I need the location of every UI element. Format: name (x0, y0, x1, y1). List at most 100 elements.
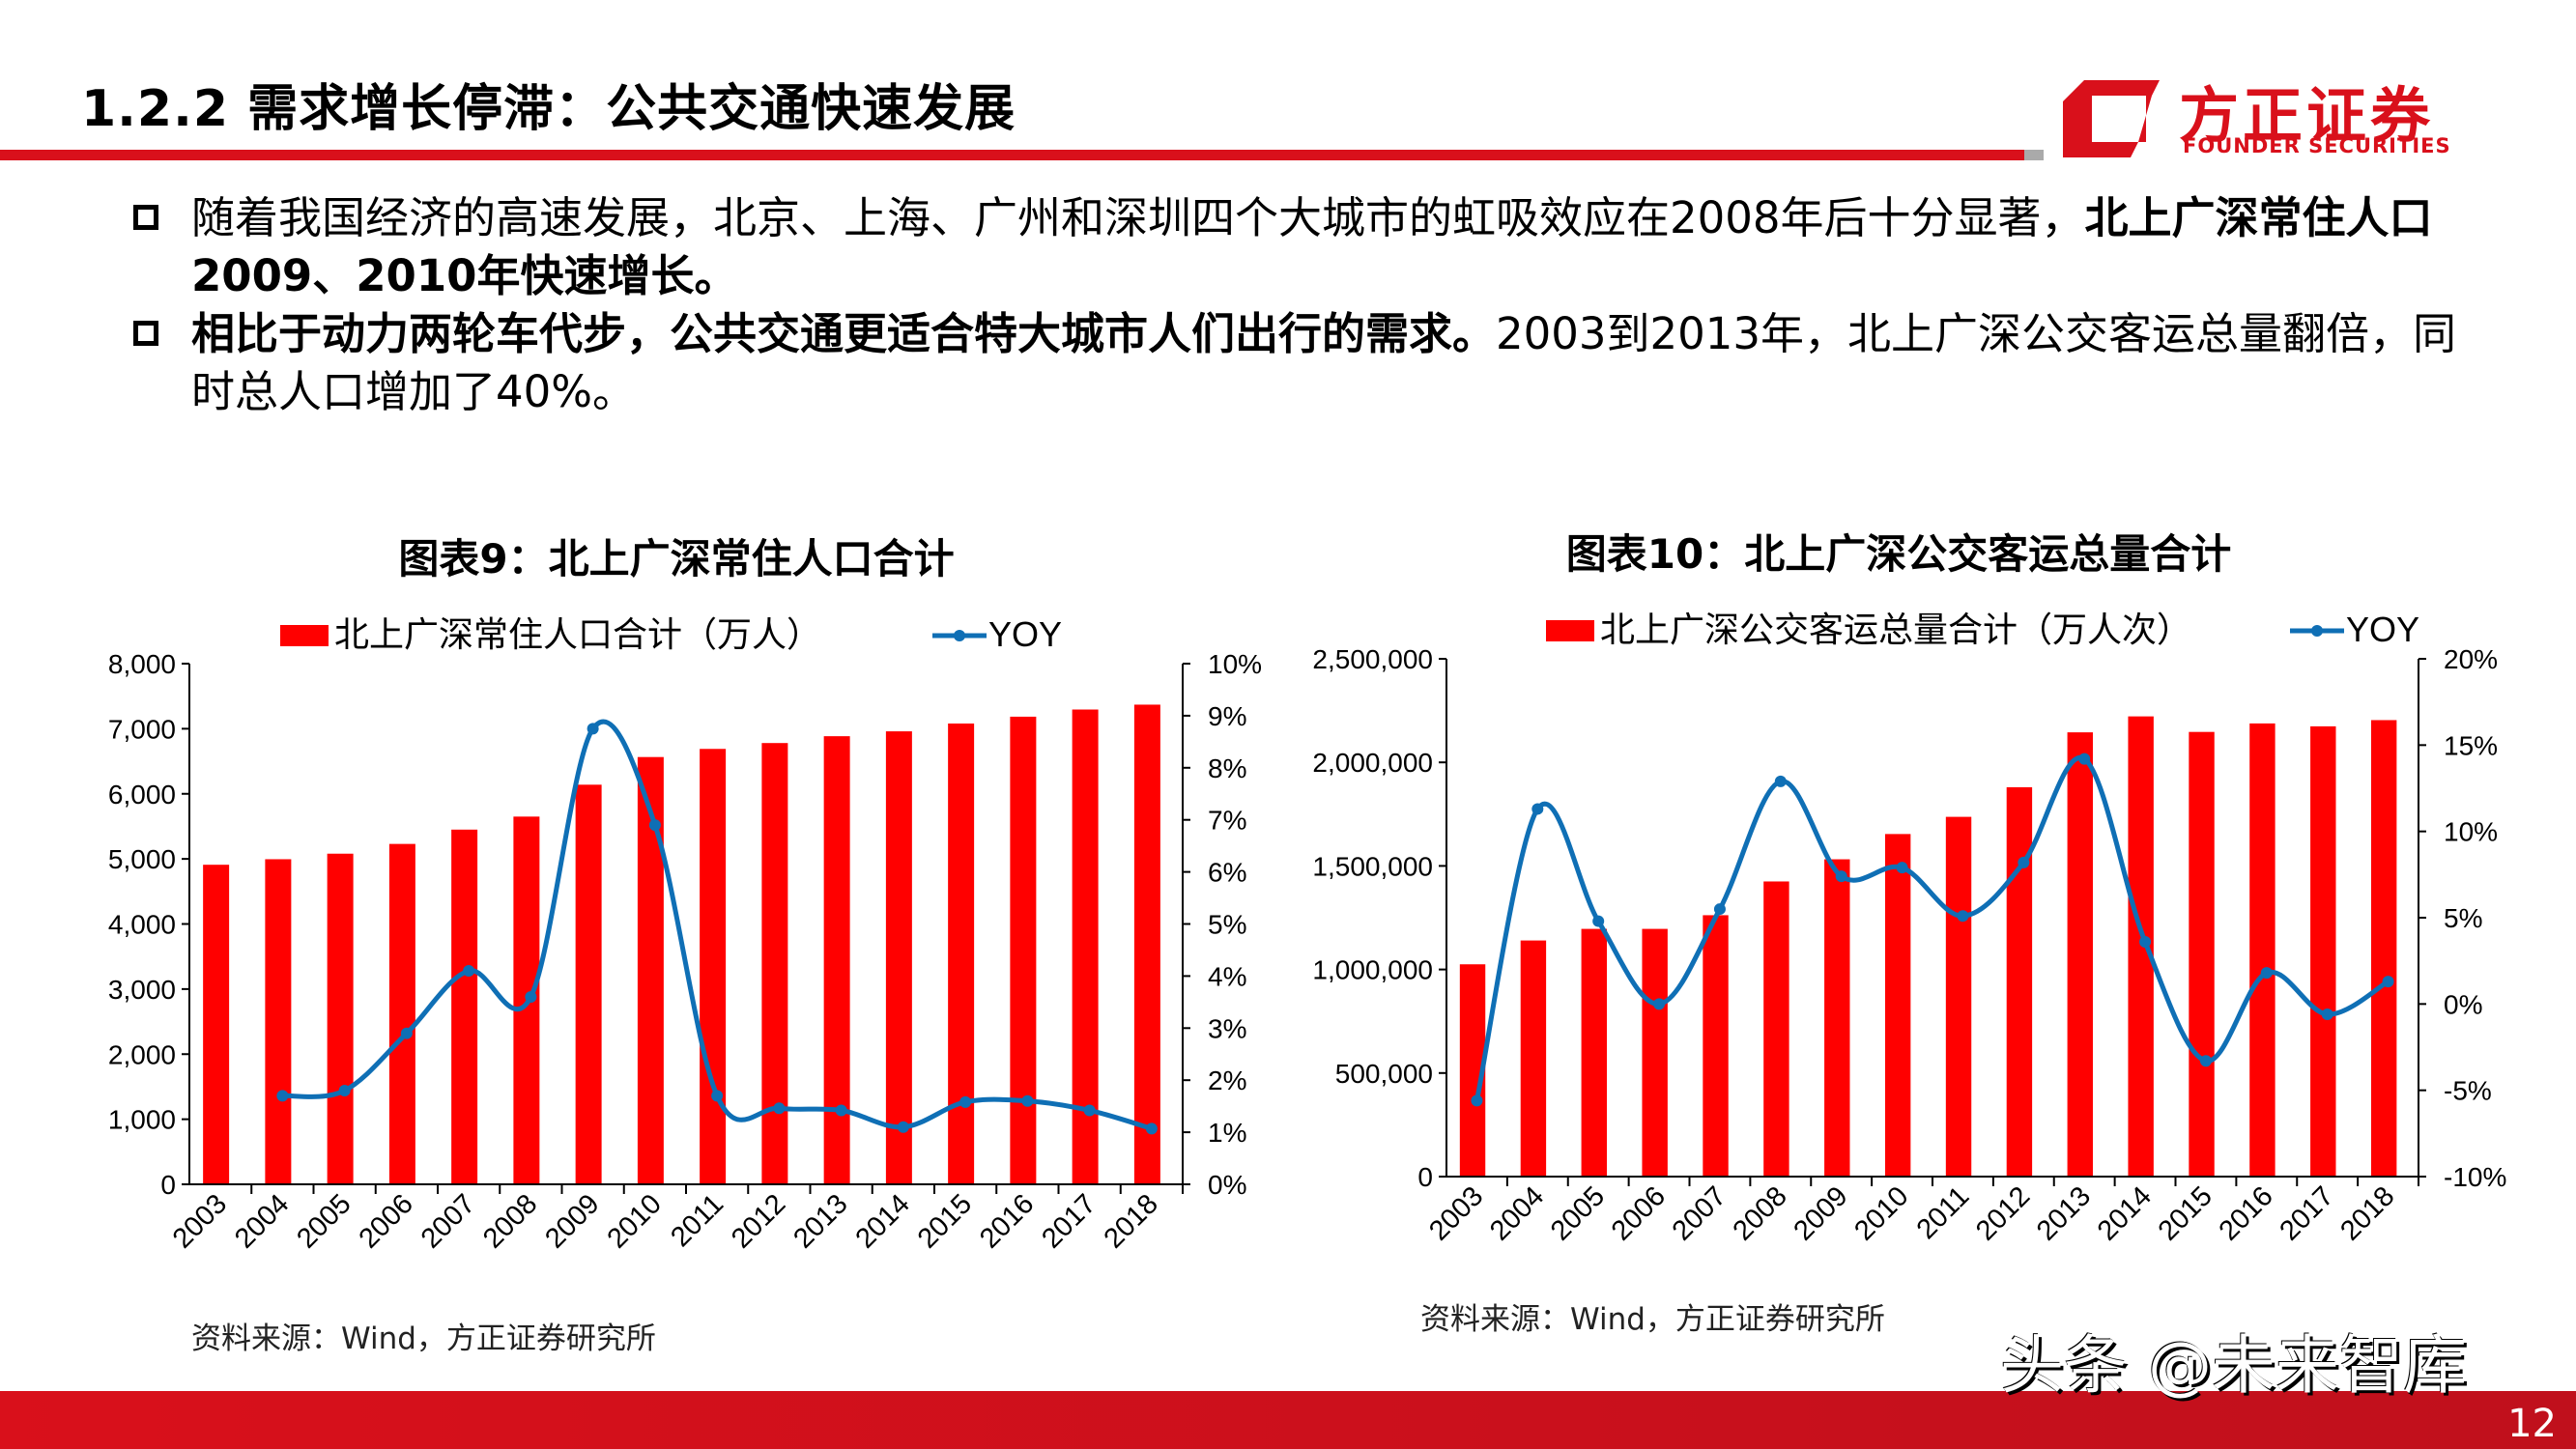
yoy-point (2260, 967, 2273, 980)
yoy-point (1471, 1094, 1483, 1107)
y-tick-label: 7,000 (108, 714, 176, 744)
yoy-point (2199, 1055, 2212, 1067)
x-tick-label: 2015 (2153, 1180, 2218, 1246)
x-tick-label: 2003 (1423, 1180, 1489, 1246)
x-tick-label: 2010 (1848, 1180, 1914, 1246)
watermark: 头条 @未来智库 (2000, 1328, 2467, 1403)
bar-2017 (2310, 725, 2336, 1177)
bar-2012 (761, 743, 788, 1184)
bar-2016 (1010, 716, 1037, 1184)
x-tick-label: 2012 (1970, 1180, 2036, 1246)
yoy-point (1083, 1104, 1096, 1117)
x-tick-label: 2018 (1099, 1188, 1164, 1254)
x-tick-label: 2015 (912, 1188, 978, 1254)
y2-tick-label: 8% (1208, 753, 1246, 783)
header-divider (0, 150, 2024, 160)
yoy-point (2382, 976, 2394, 988)
page-number: 12 (2507, 1402, 2557, 1446)
logo-mark-icon (2063, 80, 2160, 157)
chart-1: 0 1,000 2,000 3,000 4,000 5,000 6,000 7,000 8,00… (108, 614, 1262, 1255)
x-tick-label: 2013 (787, 1188, 853, 1254)
founder-securities-logo: 方正证券 FOUNDER SECURITIES (2063, 72, 2488, 161)
bar-2003 (203, 865, 230, 1184)
x-tick-label: 2005 (1545, 1180, 1611, 1246)
y-tick-label: 1,000,000 (1312, 955, 1433, 985)
y-tick-label: 500,000 (1335, 1059, 1433, 1089)
y-tick-label: 8,000 (108, 649, 176, 679)
chart-2-source: 资料来源：Wind，方正证券研究所 (1420, 1302, 1885, 1337)
x-tick-label: 2006 (354, 1188, 419, 1254)
yoy-point (1896, 862, 1908, 874)
bar-2014 (885, 731, 912, 1184)
yoy-point (1957, 910, 1969, 923)
y-tick-label: 0 (160, 1170, 176, 1200)
x-tick-label: 2016 (974, 1188, 1040, 1254)
x-tick-label: 2007 (415, 1188, 481, 1254)
bar-2011 (1945, 816, 1972, 1177)
bar-2013 (823, 736, 850, 1184)
x-tick-label: 2014 (2092, 1180, 2158, 1246)
bar-2010 (1884, 834, 1911, 1177)
yoy-point (897, 1121, 909, 1133)
y-tick-label: 1,000 (108, 1105, 176, 1135)
square-bullet-icon (133, 321, 158, 346)
x-tick-label: 2016 (2214, 1180, 2279, 1246)
x-tick-label: 2012 (726, 1188, 791, 1254)
bullet-2-text: 2003到2013年，北上广深公交客运总量翻倍，同时总人口增加了40%。 (191, 308, 2457, 417)
chart-2: 0 500,000 1,000,000 1,500,000 2,000,000 2,500… (1312, 610, 2506, 1247)
bar-2004 (1520, 940, 1547, 1177)
y2-tick-label: 0% (2444, 989, 2482, 1019)
y2-tick-label: -5% (2444, 1076, 2492, 1106)
x-tick-label: 2011 (665, 1188, 730, 1253)
bullet-2-bold: 相比于动力两轮车代步，公共交通更适合特大城市人们出行的需求。 (191, 308, 1497, 359)
bar-2007 (451, 829, 478, 1184)
yoy-point (463, 965, 475, 978)
y2-tick-label: 5% (2444, 903, 2482, 933)
yoy-point (338, 1084, 351, 1096)
x-tick-label: 2017 (2274, 1180, 2339, 1246)
bullet-1-text: 随着我国经济的高速发展，北京、上海、广州和深圳四个大城市的虹吸效应在2008年后… (191, 192, 2085, 243)
bar-2010 (637, 756, 664, 1184)
yoy-point (1774, 775, 1787, 787)
yoy-point (1713, 903, 1726, 916)
bullet-list: 随着我国经济的高速发展，北京、上海、广州和深圳四个大城市的虹吸效应在2008年后… (133, 189, 2472, 421)
bar-2005 (1581, 928, 1607, 1177)
legend-bar-label: 北上广深常住人口合计（万人） (334, 614, 821, 654)
bar-2012 (2006, 786, 2033, 1177)
y2-tick-label: 1% (1208, 1118, 1246, 1148)
logo-text-en: FOUNDER SECURITIES (2183, 134, 2451, 157)
yoy-point (587, 723, 599, 735)
y-tick-label: 2,500,000 (1312, 644, 1433, 674)
legend-bar-swatch (280, 625, 329, 646)
header-divider-tail (2024, 150, 2044, 160)
bar-2005 (327, 853, 354, 1184)
yoy-point (1835, 870, 1847, 883)
bar-2015 (948, 723, 975, 1184)
y-tick-label: 3,000 (108, 975, 176, 1005)
yoy-point (276, 1090, 289, 1102)
bar-2015 (2189, 731, 2215, 1177)
footer-band (0, 1391, 2576, 1449)
bar-2017 (1072, 709, 1099, 1184)
legend-line-label: YOY (2346, 610, 2419, 649)
chart-1-source: 资料来源：Wind，方正证券研究所 (191, 1321, 656, 1356)
yoy-line (282, 719, 1153, 1131)
bullet-2: 相比于动力两轮车代步，公共交通更适合特大城市人们出行的需求。2003到2013年… (133, 305, 2472, 421)
yoy-point (2139, 936, 2152, 949)
y-tick-label: 2,000,000 (1312, 748, 1433, 778)
yoy-point (1592, 915, 1605, 927)
bar-2014 (2128, 716, 2154, 1177)
yoy-point (525, 990, 537, 1003)
legend-line-marker (2311, 625, 2323, 637)
y-tick-label: 6,000 (108, 780, 176, 810)
square-bullet-icon (133, 205, 158, 230)
x-tick-label: 2018 (2334, 1180, 2400, 1246)
yoy-point (2321, 1009, 2333, 1021)
yoy-point (2018, 856, 2030, 868)
bullet-1: 随着我国经济的高速发展，北京、上海、广州和深圳四个大城市的虹吸效应在2008年后… (133, 189, 2472, 305)
legend-bar-swatch (1546, 620, 1594, 641)
legend-line-marker (954, 630, 965, 641)
yoy-point (1531, 803, 1544, 815)
bar-2006 (388, 843, 415, 1184)
yoy-point (2078, 753, 2091, 765)
